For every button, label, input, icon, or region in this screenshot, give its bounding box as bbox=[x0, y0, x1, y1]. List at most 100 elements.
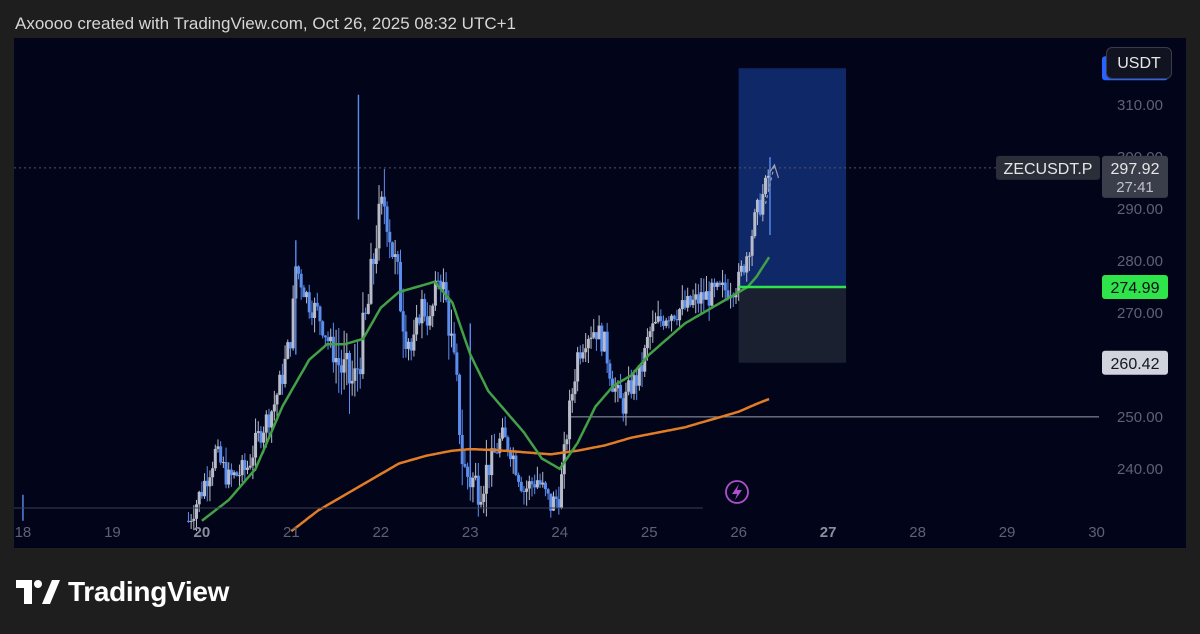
candle-body bbox=[549, 493, 553, 511]
candle-body bbox=[302, 287, 306, 298]
candle-body bbox=[390, 242, 394, 258]
stop-zone bbox=[738, 287, 847, 363]
candle-body bbox=[425, 316, 429, 326]
lightning-icon-bolt bbox=[732, 484, 742, 500]
x-tick-label: 24 bbox=[551, 524, 568, 541]
candle-body bbox=[629, 380, 633, 394]
candles bbox=[22, 94, 771, 532]
candle-body bbox=[307, 292, 311, 313]
candle-body bbox=[342, 359, 346, 373]
candle-body bbox=[538, 480, 542, 485]
candle-body bbox=[560, 474, 564, 508]
y-tick-label: 290.00 bbox=[1117, 201, 1163, 218]
x-tick-label: 18 bbox=[15, 524, 32, 541]
candle-body bbox=[605, 331, 609, 364]
candle-body bbox=[672, 315, 676, 319]
candle-body bbox=[471, 477, 475, 488]
entry-price-label: 274.99 bbox=[1102, 275, 1168, 300]
candle-body bbox=[441, 282, 445, 290]
y-tick-label: 240.00 bbox=[1117, 461, 1163, 478]
candle-body bbox=[648, 331, 652, 337]
chart-area[interactable]: 240.00250.00260.00270.00280.00290.00300.… bbox=[14, 38, 1186, 548]
candle-body bbox=[718, 282, 722, 285]
symbol-label-text: ZECUSDT.P bbox=[1004, 161, 1093, 178]
stop-price-label-bg bbox=[1102, 350, 1168, 375]
candle-body bbox=[530, 481, 534, 485]
candle-body bbox=[702, 292, 706, 300]
candle-body bbox=[329, 336, 333, 342]
candle-body bbox=[750, 236, 754, 256]
candle-body bbox=[688, 296, 692, 306]
candle-body bbox=[715, 282, 719, 287]
candle-body bbox=[186, 520, 190, 522]
candle-body bbox=[286, 342, 290, 359]
entry-price-label-bg bbox=[1102, 275, 1168, 300]
candle-body bbox=[753, 212, 757, 237]
candle-body bbox=[645, 336, 649, 349]
candle-body bbox=[388, 231, 392, 243]
x-tick-label: 26 bbox=[730, 524, 747, 541]
candle-body bbox=[192, 518, 196, 521]
candle-body bbox=[417, 317, 421, 324]
symbol-label: ZECUSDT.P bbox=[996, 155, 1100, 180]
candle-body bbox=[509, 451, 513, 460]
candle-body bbox=[334, 358, 338, 363]
candle-body bbox=[573, 381, 577, 395]
candle-body bbox=[704, 291, 708, 300]
candle-body bbox=[299, 273, 303, 288]
candle-body bbox=[619, 384, 623, 399]
price-chart[interactable]: 240.00250.00260.00270.00280.00290.00300.… bbox=[14, 38, 1186, 548]
candle-body bbox=[455, 352, 459, 375]
candle-body bbox=[374, 248, 378, 264]
candle-body bbox=[764, 177, 768, 195]
candle-body bbox=[576, 352, 580, 382]
projection-arrowhead bbox=[768, 163, 780, 179]
candle-body bbox=[747, 255, 751, 257]
x-tick-label: 23 bbox=[462, 524, 479, 541]
candle-body bbox=[506, 437, 510, 452]
candle-body bbox=[318, 306, 322, 322]
candle-body bbox=[264, 414, 268, 433]
candle-body bbox=[637, 365, 641, 386]
candle-body bbox=[205, 480, 209, 487]
candle-body bbox=[259, 431, 263, 443]
candle-body bbox=[404, 331, 408, 349]
candle-body bbox=[758, 199, 762, 215]
candle-body bbox=[361, 312, 365, 375]
candle-body bbox=[624, 391, 628, 414]
last-price-text: 297.92 bbox=[1111, 161, 1160, 178]
candle-body bbox=[696, 294, 700, 304]
candle-body bbox=[745, 256, 749, 273]
lightning-icon-ring bbox=[725, 480, 749, 504]
candle-body bbox=[616, 384, 620, 389]
candle-body bbox=[213, 448, 217, 469]
candle-body bbox=[586, 339, 590, 349]
candle-body bbox=[436, 280, 440, 282]
candle-body bbox=[326, 337, 330, 342]
candle-body bbox=[739, 265, 743, 272]
candle-body bbox=[444, 282, 448, 301]
currency-button[interactable]: USDT bbox=[1106, 47, 1172, 79]
candle-body bbox=[592, 332, 596, 338]
candle-body bbox=[570, 394, 574, 401]
target-zone bbox=[738, 68, 847, 288]
candle-body bbox=[364, 312, 368, 314]
candle-body bbox=[546, 489, 550, 494]
candle-body bbox=[664, 320, 668, 326]
candle-body bbox=[321, 321, 325, 336]
candle-body bbox=[608, 363, 612, 379]
candle-body bbox=[755, 199, 759, 213]
candle-body bbox=[385, 206, 389, 232]
candle-body bbox=[398, 261, 402, 312]
candle-body bbox=[420, 299, 424, 324]
candle-body bbox=[519, 481, 523, 491]
candle-body bbox=[272, 404, 276, 412]
candle-body bbox=[396, 254, 400, 262]
candle-body bbox=[246, 467, 250, 470]
candle-body bbox=[761, 194, 765, 215]
candle-body bbox=[254, 432, 258, 458]
candle-body bbox=[627, 380, 631, 392]
candle-body bbox=[439, 280, 443, 290]
candle-body bbox=[195, 504, 199, 519]
